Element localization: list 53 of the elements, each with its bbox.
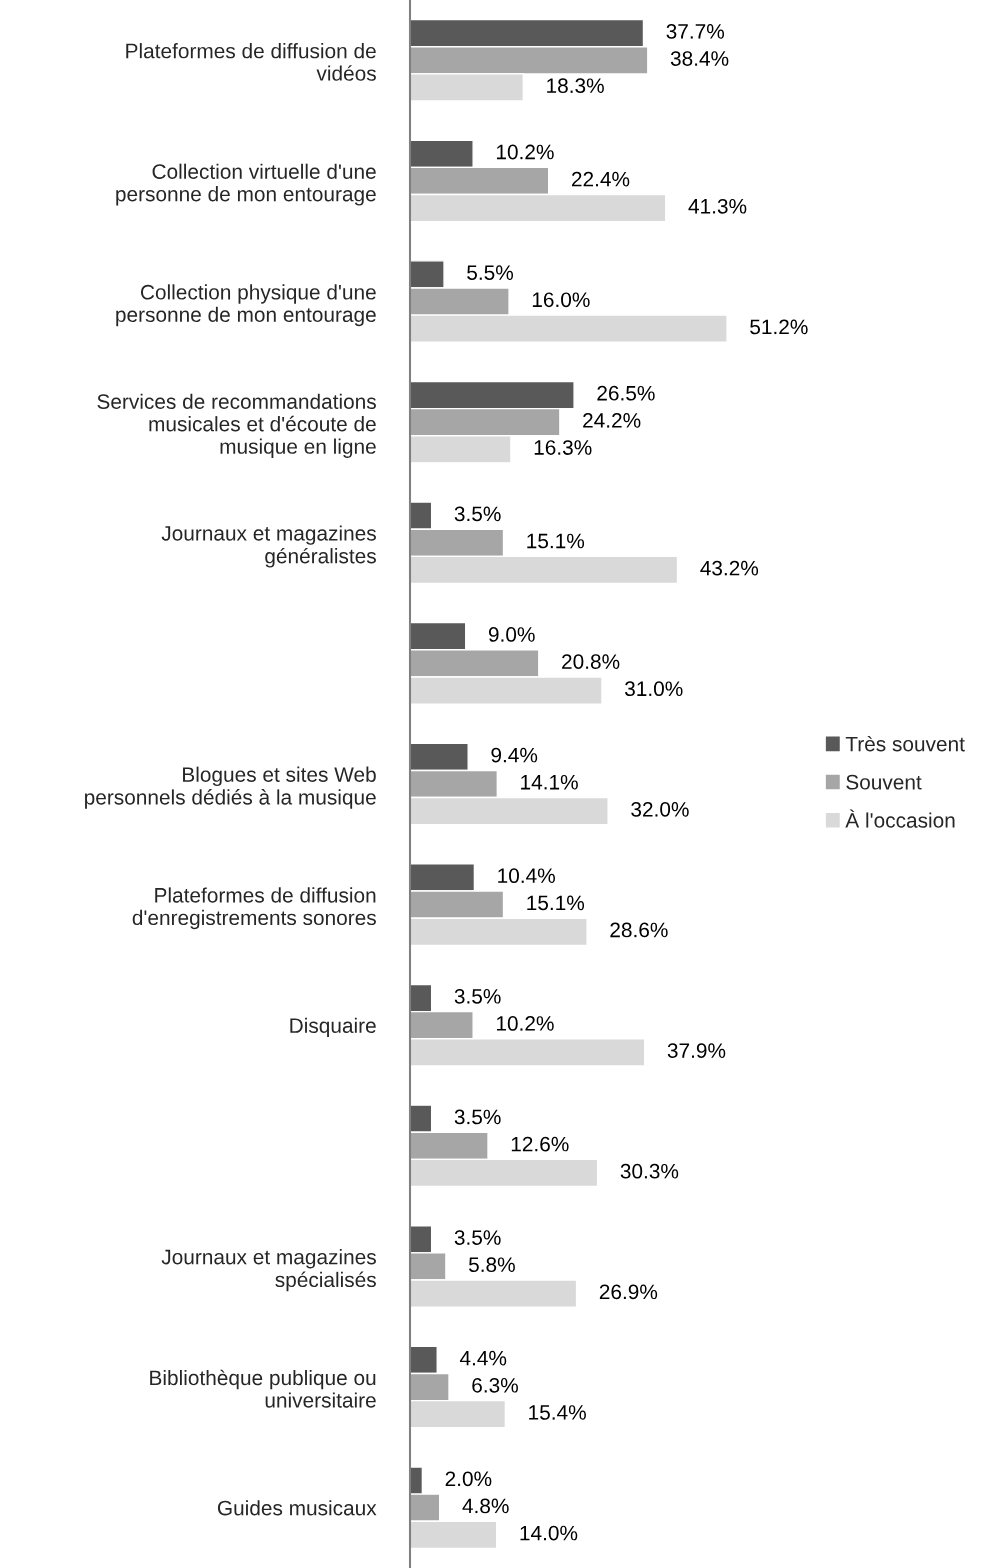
data-label: 30.3% bbox=[620, 1163, 679, 1179]
data-label: 26.5% bbox=[597, 385, 655, 401]
data-label: 14.1% bbox=[521, 774, 578, 790]
data-label: 18.3% bbox=[547, 78, 604, 94]
y-tick-label: Journaux et magazines généralistes bbox=[161, 525, 376, 568]
data-label: 9.0% bbox=[488, 627, 535, 642]
data-label: 43.2% bbox=[700, 560, 759, 576]
data-label: 20.8% bbox=[562, 654, 620, 669]
y-tick-label: Collection physique d'une personne de mon entourage bbox=[116, 284, 376, 327]
data-label: 10.4% bbox=[498, 868, 555, 884]
data-label: 12.6% bbox=[511, 1136, 569, 1152]
data-label: 3.5% bbox=[454, 1230, 501, 1245]
data-label: 16.3% bbox=[534, 440, 592, 455]
data-label: 32.0% bbox=[631, 801, 689, 817]
data-label: 5.8% bbox=[468, 1257, 515, 1273]
data-label: 37.7% bbox=[666, 24, 725, 39]
data-label: 15.1% bbox=[527, 895, 585, 911]
data-label: 41.3% bbox=[688, 198, 747, 214]
y-tick-label: Blogues et sites Web personnels dédiés à la musique bbox=[85, 766, 376, 809]
y-tick-label: Journaux et magazines spécialisés bbox=[161, 1249, 376, 1292]
legend-label: À l'occasion bbox=[845, 809, 955, 828]
data-label: 3.5% bbox=[454, 506, 501, 522]
y-tick-label: Collection virtuelle d'une personne de mon entourage bbox=[116, 163, 376, 206]
y-tick-label: Bibliothèque publique ou universitaire bbox=[150, 1369, 376, 1408]
data-label: 22.4% bbox=[571, 171, 630, 187]
data-label: 15.1% bbox=[527, 533, 585, 549]
data-label: 2.0% bbox=[445, 1471, 492, 1487]
data-label: 3.5% bbox=[454, 988, 501, 1004]
y-tick-label: Guides musicaux bbox=[217, 1500, 377, 1516]
data-label: 5.5% bbox=[467, 265, 514, 280]
data-label: 26.9% bbox=[599, 1284, 658, 1300]
y-tick-label: Plateformes de diffusion de vidéos bbox=[126, 43, 376, 81]
data-label: 51.2% bbox=[750, 319, 808, 335]
data-label: 10.2% bbox=[496, 1016, 554, 1031]
legend-label: Souvent bbox=[846, 774, 922, 790]
data-label: 31.0% bbox=[624, 681, 683, 697]
data-label: 24.2% bbox=[583, 412, 641, 428]
data-label: 37.9% bbox=[667, 1043, 726, 1058]
y-tick-label: Plateformes de diffusion d'enregistrements sonores bbox=[132, 887, 376, 930]
data-label: 9.4% bbox=[491, 747, 538, 763]
data-label: 4.8% bbox=[462, 1498, 509, 1514]
data-label: 4.4% bbox=[459, 1350, 507, 1366]
y-tick-label: Services de recommandations musicales et d'écoute de musique en ligne bbox=[97, 393, 376, 458]
legend-label: Très souvent bbox=[845, 735, 965, 752]
data-label: 14.0% bbox=[520, 1525, 578, 1541]
data-label: 10.2% bbox=[496, 144, 554, 160]
y-tick-label: Disquaire bbox=[290, 1017, 376, 1038]
data-label: 28.6% bbox=[610, 922, 668, 938]
data-label: 6.3% bbox=[472, 1377, 518, 1393]
data-label: 38.4% bbox=[670, 51, 729, 66]
data-label: 3.5% bbox=[454, 1109, 501, 1125]
data-label: 16.0% bbox=[532, 292, 590, 308]
data-label: 15.4% bbox=[529, 1405, 586, 1420]
